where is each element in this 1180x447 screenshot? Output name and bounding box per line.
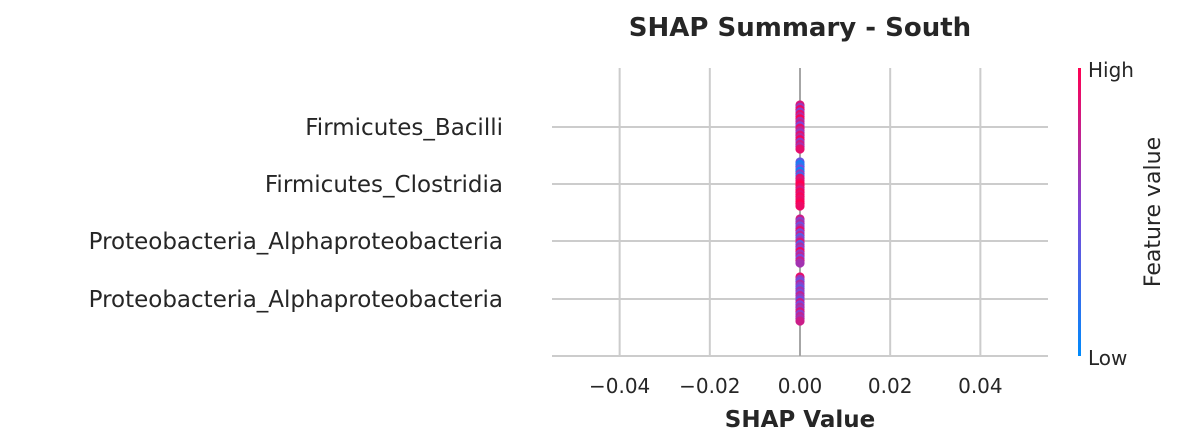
x-tick-label: 0.00 [778,374,823,398]
chart-title: SHAP Summary - South [629,13,971,43]
x-tick-label: −0.02 [679,374,740,398]
colorbar [1078,68,1081,356]
x-tick-label: 0.04 [958,374,1003,398]
x-tick-label: 0.02 [868,374,913,398]
x-tick-labels: −0.04 −0.02 0.00 0.02 0.04 [589,374,1003,398]
colorbar-title: Feature value [1141,137,1166,287]
colorbar-high-label: High [1088,58,1134,82]
colorbar-low-label: Low [1088,346,1127,370]
feature-label: Proteobacteria_Alphaproteobacteria [89,229,503,255]
data-point [795,201,805,211]
feature-label: Firmicutes_Bacilli [305,115,503,141]
data-point [795,258,805,268]
feature-label: Firmicutes_Clostridia [265,172,503,198]
feature-labels: Firmicutes_Bacilli Firmicutes_Clostridia P… [89,115,503,313]
data-point [795,144,805,154]
feature-label: Proteobacteria_Alphaproteobacteria [89,287,503,313]
x-tick-label: −0.04 [589,374,650,398]
data-points [795,100,805,326]
x-axis-label: SHAP Value [725,407,875,433]
data-point [795,316,805,326]
